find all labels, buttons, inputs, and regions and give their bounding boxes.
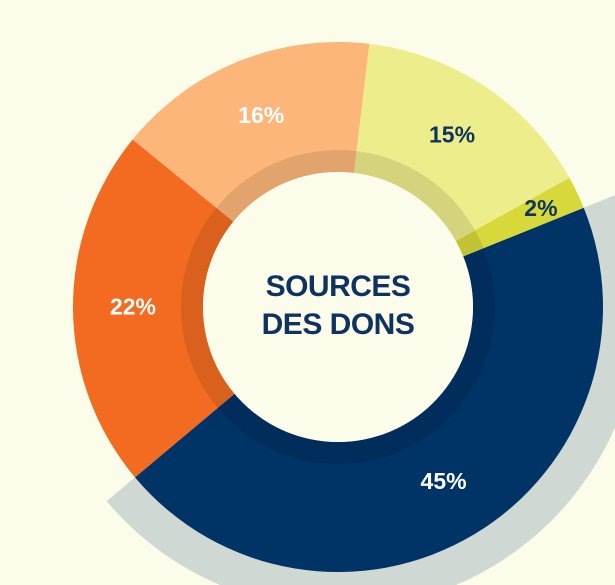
chart-title-line-1: SOURCES xyxy=(266,270,411,303)
slice-shade-3 xyxy=(353,151,476,242)
highlight-band xyxy=(106,195,615,585)
slice-label-1: 22% xyxy=(110,294,156,320)
slice-label-0: 45% xyxy=(421,468,467,494)
slice-label-4: 2% xyxy=(524,195,557,221)
slices-group xyxy=(72,42,603,572)
slice-4 xyxy=(455,177,584,257)
slice-shade-1 xyxy=(181,207,235,408)
slice-shade-0 xyxy=(217,248,496,465)
slice-shade-4 xyxy=(455,230,484,257)
slice-0 xyxy=(134,207,603,572)
center-hole xyxy=(203,172,473,442)
labels-group: 45% 22% 16% 15% 2% xyxy=(110,102,558,494)
slice-1 xyxy=(72,139,235,478)
slice-label-2: 16% xyxy=(238,102,284,128)
slice-shade-2 xyxy=(216,150,357,222)
slice-label-3: 15% xyxy=(429,122,475,148)
slice-2 xyxy=(132,42,370,222)
slice-3 xyxy=(353,43,570,242)
chart-title-line-2: DES DONS xyxy=(262,308,415,341)
